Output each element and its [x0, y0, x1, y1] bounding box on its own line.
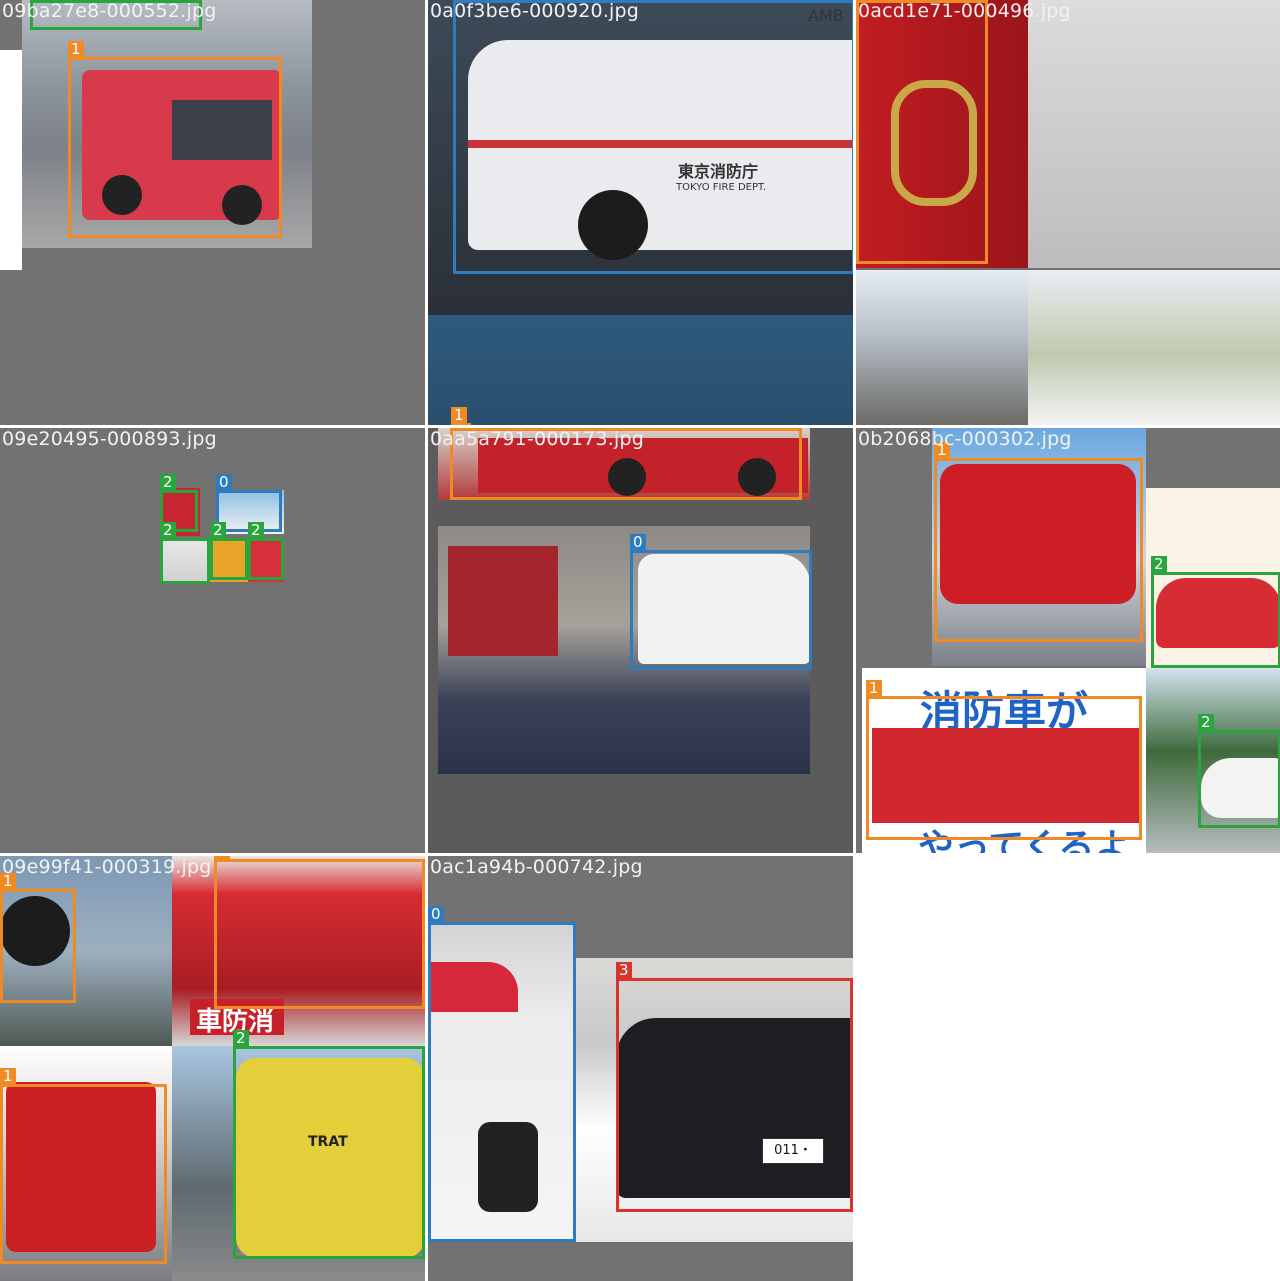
bbox-label: 2 [160, 474, 176, 491]
bbox-class-2: 2 [160, 522, 210, 584]
vehicle-text-en: TOKYO FIRE DEPT. [676, 182, 767, 193]
tile-2: 東京消防庁 TOKYO FIRE DEPT. AMB 1 0a0f3be6-00… [428, 0, 853, 425]
bbox-class-1: 1 [866, 680, 1142, 840]
vehicle-text-amb: AMB [808, 6, 844, 25]
tile-4-thumb-5 [248, 538, 284, 582]
tile-7-photo-a [0, 856, 172, 1046]
tile-5-photo-top [438, 428, 810, 500]
bbox-label: 0 [428, 906, 444, 923]
tile-6: 消防車が やってくるよ 1 2 1 2 0b2068bc-000302.jpg [856, 428, 1280, 853]
bbox-label: 1 [934, 442, 950, 459]
bbox-label: 3 [616, 962, 632, 979]
poster-text-2: やってくるよ [918, 827, 1131, 853]
tile-filename: 0acd1e71-000496.jpg [858, 0, 1071, 22]
bbox-class-2 [30, 0, 202, 30]
bbox-class-1: 1 [0, 873, 76, 1003]
bbox-label: 2 [1198, 714, 1214, 731]
tile-4-thumb-4 [210, 538, 248, 582]
tile-filename: 0b2068bc-000302.jpg [858, 428, 1072, 450]
vehicle-text-jp: 東京消防庁 [678, 162, 759, 181]
bbox-class-1: 1 [0, 1068, 167, 1264]
bbox-class-3: 3 [616, 962, 853, 1212]
bbox-class-2: 2 [248, 522, 284, 580]
bbox-class-1: 1 [934, 442, 1143, 642]
bbox-class-1: 1 [451, 407, 471, 425]
bbox-class-2: 2 [1198, 714, 1280, 828]
tile-9-empty [856, 856, 1280, 1281]
tile-filename: 09e99f41-000319.jpg [2, 856, 212, 878]
bbox-class-1: 1 [450, 428, 802, 500]
tile-4: 2 0 2 2 2 09e20495-000893.jpg [0, 428, 425, 853]
tile-2-photo: 東京消防庁 TOKYO FIRE DEPT. AMB [428, 0, 853, 315]
tile-3-photo-d [1028, 270, 1280, 425]
tile-6-photo-a [932, 428, 1146, 666]
tile-filename: 0a0f3be6-000920.jpg [430, 0, 640, 22]
bbox-class-0: 0 [428, 906, 576, 1242]
tile-7-photo-d: TRAT [172, 1046, 425, 1281]
bbox-label: 2 [1151, 556, 1167, 573]
tile-3: 0acd1e71-000496.jpg [856, 0, 1280, 425]
tile-5: 1 0 0aa5a791-000173.jpg [428, 428, 853, 853]
tile-filename: 09ba27e8-000552.jpg [2, 0, 217, 22]
tile-6-photo-b [1146, 488, 1280, 668]
bbox-class-1: 1 [214, 856, 425, 1009]
tile-6-photo-d [1146, 668, 1280, 853]
bbox-class-1 [856, 0, 988, 264]
bbox-label: 1 [866, 680, 882, 697]
tile-8-photo-a [428, 922, 576, 1242]
tile-3-photo-c [856, 270, 1028, 425]
bbox-class-2: 2 [1151, 556, 1280, 668]
tile-filename: 09e20495-000893.jpg [2, 428, 217, 450]
bbox-label: 1 [451, 407, 467, 424]
bbox-class-1: 1 [68, 41, 282, 238]
poster-text-1: 消防車が [920, 687, 1089, 736]
bbox-label: 1 [0, 1068, 16, 1085]
tile-5-photo-main [438, 526, 810, 774]
bbox-class-2: 2 [160, 474, 198, 532]
tile-3-photo-b [1028, 0, 1280, 268]
tile-4-thumb-3 [160, 538, 208, 584]
tile-1-strip [0, 50, 22, 270]
bbox-label: 1 [0, 873, 16, 890]
tile-8-photo-b: 011・ [576, 958, 853, 1242]
bbox-class-0: 0 [630, 534, 812, 670]
tile-7: 車防消 TRAT 1 1 1 2 09e99f41-000319.jpg [0, 856, 425, 1281]
bbox-label: 0 [630, 534, 646, 551]
tile-2-photo-bottom [428, 315, 853, 425]
bbox-class-0 [453, 0, 853, 274]
tile-3-photo-a [856, 0, 1028, 268]
tile-filename: 0ac1a94b-000742.jpg [430, 856, 643, 878]
bbox-label: 2 [160, 522, 176, 539]
bbox-class-2: 2 [233, 1030, 425, 1259]
bbox-label: 2 [248, 522, 264, 539]
vehicle-text-tract: TRAT [308, 1134, 348, 1150]
license-plate: 011・ [762, 1138, 824, 1164]
bbox-label: 2 [233, 1030, 249, 1047]
tile-1: 1 09ba27e8-000552.jpg [0, 0, 425, 425]
bbox-label: 1 [450, 428, 466, 429]
tile-filename: 0aa5a791-000173.jpg [430, 428, 644, 450]
bbox-class-2: 2 [210, 522, 248, 580]
tile-8: 011・ 0 3 0ac1a94b-000742.jpg [428, 856, 853, 1281]
bbox-label: 1 [68, 41, 84, 58]
bbox-label: 2 [210, 522, 226, 539]
bbox-label: 1 [214, 856, 230, 860]
tile-7-photo-b: 車防消 [172, 856, 425, 1046]
bbox-label: 0 [216, 474, 232, 491]
